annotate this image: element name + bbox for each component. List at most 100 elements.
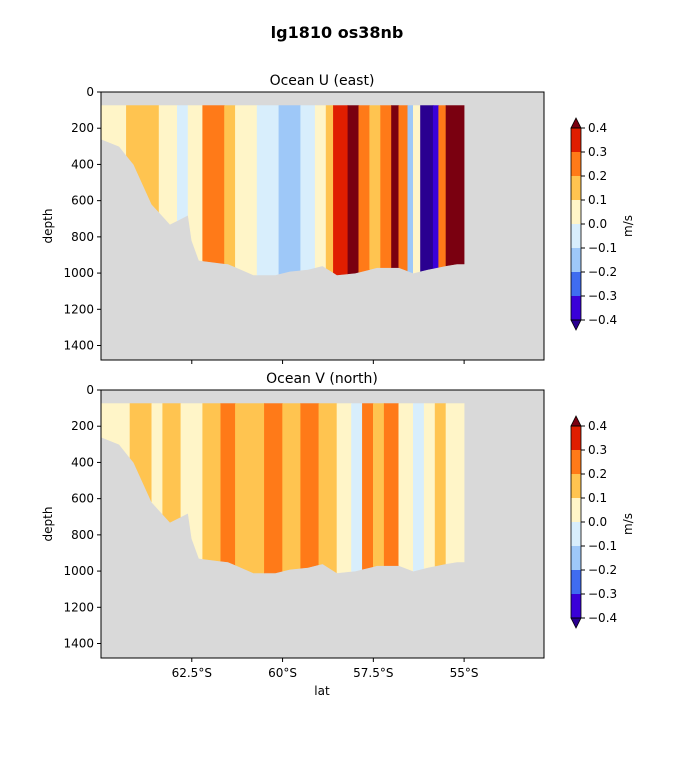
colorbar-tick-label: 0.0 bbox=[588, 515, 607, 529]
y-tick-label: 0 bbox=[86, 383, 94, 397]
colorbar-segment bbox=[571, 522, 581, 546]
velocity-band bbox=[398, 105, 409, 272]
colorbar-segment bbox=[571, 594, 581, 618]
x-tick-label: 62.5°S bbox=[172, 666, 212, 680]
velocity-contour-fill bbox=[100, 403, 465, 574]
velocity-band bbox=[383, 403, 400, 566]
panel-title: Ocean U (east) bbox=[270, 73, 375, 89]
colorbar-tick-label: 0.4 bbox=[588, 419, 607, 433]
colorbar-tick-label: 0.0 bbox=[588, 217, 607, 231]
velocity-band bbox=[220, 403, 236, 566]
velocity-band bbox=[445, 403, 465, 565]
colorbar-segment bbox=[571, 474, 581, 498]
velocity-band bbox=[235, 105, 258, 276]
y-tick-label: 1000 bbox=[63, 266, 94, 280]
plot-frame bbox=[100, 389, 545, 659]
velocity-band bbox=[314, 105, 327, 269]
colorbar-tick-label: −0.4 bbox=[588, 611, 617, 625]
velocity-band bbox=[129, 403, 153, 503]
colorbar-extend-under bbox=[570, 319, 582, 331]
colorbar-tick-label: −0.1 bbox=[588, 539, 617, 553]
colorbar-tick-label: −0.1 bbox=[588, 241, 617, 255]
velocity-band bbox=[398, 403, 414, 572]
y-tick-label: 600 bbox=[71, 492, 94, 506]
colorbar-tick-label: 0.1 bbox=[588, 491, 607, 505]
y-tick-label: 800 bbox=[71, 528, 94, 542]
velocity-band bbox=[351, 403, 363, 572]
figure-suptitle: lg1810 os38nb bbox=[271, 23, 404, 42]
plot-frame bbox=[100, 91, 545, 361]
velocity-band bbox=[333, 105, 349, 276]
y-tick-label: 800 bbox=[71, 230, 94, 244]
colorbar: −0.4 −0.3 −0.2 −0.1 0.0 0.1 0.2 0.3 0.4 bbox=[570, 117, 617, 331]
colorbar-segment bbox=[571, 248, 581, 272]
y-tick-label: 1000 bbox=[63, 564, 94, 578]
velocity-band bbox=[318, 403, 338, 574]
velocity-band bbox=[412, 403, 425, 572]
velocity-band bbox=[235, 403, 265, 574]
colorbar-extend-under bbox=[570, 617, 582, 629]
colorbar-tick-label: 0.4 bbox=[588, 121, 607, 135]
x-tick-label: 55°S bbox=[450, 666, 479, 680]
velocity-band bbox=[445, 105, 465, 267]
colorbar-extend-over bbox=[570, 415, 582, 427]
colorbar-segment bbox=[571, 272, 581, 296]
velocity-band bbox=[325, 105, 334, 274]
velocity-band bbox=[300, 105, 316, 271]
velocity-band bbox=[434, 403, 447, 567]
colorbar-segment bbox=[571, 128, 581, 152]
colorbar-segment bbox=[571, 296, 581, 320]
colorbar-segment bbox=[571, 200, 581, 224]
y-tick-label: 0 bbox=[86, 85, 94, 99]
colorbar-tick-label: −0.4 bbox=[588, 313, 617, 327]
colorbar-tick-label: −0.2 bbox=[588, 563, 617, 577]
velocity-band bbox=[162, 403, 182, 523]
velocity-band bbox=[177, 105, 189, 222]
colorbar-segment bbox=[571, 176, 581, 200]
colorbar-tick-label: 0.3 bbox=[588, 145, 607, 159]
y-tick-label: 200 bbox=[71, 121, 94, 135]
velocity-band bbox=[300, 403, 320, 569]
velocity-band bbox=[420, 105, 434, 272]
y-tick-label: 1200 bbox=[63, 302, 94, 316]
velocity-band bbox=[224, 105, 236, 268]
velocity-band bbox=[336, 403, 352, 574]
colorbar-tick-label: 0.2 bbox=[588, 467, 607, 481]
colorbar-segment bbox=[571, 546, 581, 570]
colorbar-segment bbox=[571, 426, 581, 450]
panel-title: Ocean V (north) bbox=[266, 371, 378, 387]
colorbar-segment bbox=[571, 224, 581, 248]
velocity-band bbox=[438, 105, 447, 268]
velocity-band bbox=[158, 105, 178, 225]
velocity-band bbox=[151, 403, 163, 515]
colorbar-tick-label: 0.3 bbox=[588, 443, 607, 457]
colorbar-segment bbox=[571, 152, 581, 176]
y-tick-label: 200 bbox=[71, 419, 94, 433]
velocity-band bbox=[362, 403, 374, 570]
colorbar-tick-label: 0.2 bbox=[588, 169, 607, 183]
colorbar-tick-label: −0.2 bbox=[588, 265, 617, 279]
colorbar-tick-label: −0.3 bbox=[588, 289, 617, 303]
velocity-band bbox=[432, 105, 440, 269]
velocity-band bbox=[202, 105, 225, 264]
velocity-band bbox=[278, 105, 302, 275]
axes: 0 200 400 600 800 1000 1200 1400 bbox=[63, 85, 465, 364]
panel-ocean-v: Ocean V (north) 0 200 400 600 800 1000 1200 140… bbox=[41, 371, 635, 698]
colorbar: −0.4 −0.3 −0.2 −0.1 0.0 0.1 0.2 0.3 0.4 bbox=[570, 415, 617, 629]
velocity-band bbox=[372, 403, 385, 567]
velocity-band bbox=[358, 105, 371, 273]
velocity-band bbox=[380, 105, 392, 268]
velocity-band bbox=[347, 105, 360, 275]
x-axis-label: lat bbox=[314, 684, 330, 698]
velocity-band bbox=[407, 105, 414, 274]
colorbar-segment bbox=[571, 498, 581, 522]
velocity-band bbox=[423, 403, 436, 569]
colorbar-label: m/s bbox=[621, 215, 635, 237]
colorbar-tick-label: −0.3 bbox=[588, 587, 617, 601]
y-tick-label: 1400 bbox=[63, 637, 94, 651]
y-tick-label: 1200 bbox=[63, 600, 94, 614]
panel-ocean-u: Ocean U (east) 0 200 400 600 800 1000 1200 1400… bbox=[41, 73, 635, 364]
velocity-band bbox=[282, 403, 302, 572]
plot-area: 0 200 400 600 800 1000 1200 1400 62.5°S 60°S 57.5°… bbox=[63, 383, 545, 680]
